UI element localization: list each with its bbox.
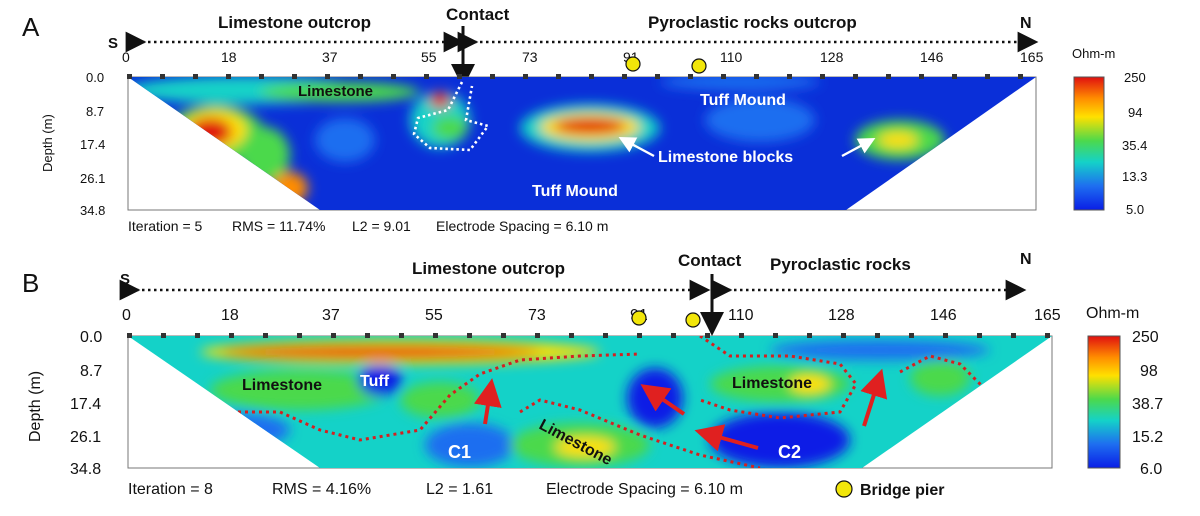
- panel-b-letter: B: [22, 268, 39, 298]
- panel-a-letter: A: [22, 12, 40, 42]
- panel-a-left-outcrop-label: Limestone outcrop: [218, 13, 371, 32]
- panel-b-x-tick: 110: [728, 307, 754, 324]
- panel-b-c2-label: C2: [778, 442, 801, 462]
- bridge-pier-marker: [626, 57, 640, 71]
- panel-a-x-tick: 146: [920, 49, 944, 65]
- panel-b-colorbar-title: Ohm-m: [1086, 305, 1139, 322]
- panel-b-colorbar-tick: 250: [1132, 329, 1159, 346]
- panel-b-colorbar-tick: 98: [1140, 363, 1158, 380]
- panel-a-colorbar-tick: 250: [1124, 70, 1146, 85]
- panel-b-colorbar-tick: 6.0: [1140, 461, 1162, 478]
- panel-a-colorbar-tick: 94: [1128, 105, 1142, 120]
- panel-a-rms: RMS = 11.74%: [232, 218, 326, 234]
- panel-b-colorbar-tick: 38.7: [1132, 396, 1163, 413]
- panel-b-north-label: N: [1020, 251, 1032, 268]
- panel-a-colorbar-tick: 35.4: [1122, 138, 1147, 153]
- panel-b-y-axis: 0.0 8.7 17.4 26.1 34.8 Depth (m): [27, 329, 102, 478]
- panel-a-x-tick: 18: [221, 49, 237, 65]
- panel-a-y-label: Depth (m): [40, 114, 55, 172]
- panel-a-l2: L2 = 9.01: [352, 218, 411, 234]
- panel-a-x-tick: 110: [720, 49, 743, 65]
- panel-a-y-tick: 17.4: [80, 137, 105, 152]
- bridge-pier-marker: [692, 59, 706, 73]
- panel-b-y-tick: 0.0: [80, 329, 102, 346]
- panel-a-colorbar-title: Ohm-m: [1072, 46, 1115, 61]
- panel-b-y-label: Depth (m): [27, 371, 44, 442]
- panel-a-limestone-blocks-label: Limestone blocks: [658, 149, 793, 166]
- panel-b-limestone-right-label: Limestone: [732, 375, 812, 392]
- panel-a-y-tick: 8.7: [86, 104, 104, 119]
- panel-a-colorbar-tick: 13.3: [1122, 169, 1147, 184]
- panel-b-y-tick: 34.8: [70, 461, 101, 478]
- panel-a-tuff-mound-bottom-label: Tuff Mound: [532, 183, 618, 200]
- panel-a-electrode-spacing: Electrode Spacing = 6.10 m: [436, 218, 608, 234]
- panel-a-x-tick: 73: [522, 49, 538, 65]
- panel-b-rms: RMS = 4.16%: [272, 481, 371, 498]
- panel-a-tuff-mound-top-label: Tuff Mound: [700, 92, 786, 109]
- panel-a-stats: Iteration = 5 RMS = 11.74% L2 = 9.01 Ele…: [128, 218, 608, 234]
- panel-a-y-tick: 34.8: [80, 203, 105, 218]
- panel-a: A S N Limestone outcrop Contact Pyroclas…: [22, 5, 1147, 234]
- panel-b-x-tick: 73: [528, 307, 546, 324]
- panel-a-x-tick: 165: [1020, 49, 1044, 65]
- panel-b-left-outcrop-label: Limestone outcrop: [412, 259, 565, 278]
- bridge-pier-marker: [686, 313, 700, 327]
- panel-b-south-label: S: [120, 271, 130, 288]
- panel-b-electrode-spacing: Electrode Spacing = 6.10 m: [546, 481, 743, 498]
- panel-a-y-tick: 26.1: [80, 171, 105, 186]
- panel-b-x-tick: 0: [122, 307, 131, 324]
- panel-b-l2: L2 = 1.61: [426, 481, 493, 498]
- panel-a-x-tick: 0: [122, 49, 130, 65]
- panel-b-right-outcrop-label: Pyroclastic rocks: [770, 255, 911, 274]
- panel-b-x-tick: 55: [425, 307, 443, 324]
- panel-a-y-tick: 0.0: [86, 70, 104, 85]
- panel-b-colorbar-tick: 15.2: [1132, 429, 1163, 446]
- panel-a-iteration: Iteration = 5: [128, 218, 203, 234]
- panel-a-right-outcrop-label: Pyroclastic rocks outcrop: [648, 13, 857, 32]
- panel-a-colorbar-tick: 5.0: [1126, 202, 1144, 217]
- bridge-pier-legend-label: Bridge pier: [860, 482, 944, 499]
- bridge-pier-marker: [632, 311, 646, 325]
- panel-a-x-tick: 55: [421, 49, 437, 65]
- panel-b-limestone-left-label: Limestone: [242, 377, 322, 394]
- panel-b-x-tick: 18: [221, 307, 239, 324]
- panel-b-x-tick: 165: [1034, 307, 1061, 324]
- panel-a-y-axis: 0.0 8.7 17.4 26.1 34.8 Depth (m): [40, 70, 105, 218]
- panel-a-x-tick: 37: [322, 49, 338, 65]
- panel-b-y-tick: 26.1: [70, 429, 101, 446]
- panel-b-y-tick: 8.7: [80, 363, 102, 380]
- panel-b-iteration: Iteration = 8: [128, 481, 213, 498]
- panel-b-x-tick: 128: [828, 307, 855, 324]
- bridge-pier-legend-marker: [836, 481, 852, 497]
- panel-b-c1-label: C1: [448, 442, 471, 462]
- panel-a-south-label: S: [108, 35, 118, 52]
- panel-a-x-axis: 0 18 37 55 73 91 110 128 146 165: [122, 49, 1044, 65]
- panel-b-contact-label: Contact: [678, 251, 742, 270]
- panel-b-x-axis: 0 18 37 55 73 91 110 128 146 165: [122, 307, 1061, 324]
- panel-a-colorbar: Ohm-m 250 94 35.4 13.3 5.0: [1072, 46, 1147, 217]
- bridge-pier-legend: Bridge pier: [836, 481, 944, 499]
- panel-b: B S N Limestone outcrop Contact Pyroclas…: [22, 251, 1163, 499]
- panel-a-north-label: N: [1020, 15, 1032, 32]
- panel-a-x-tick: 128: [820, 49, 844, 65]
- panel-a-limestone-label: Limestone: [298, 83, 373, 100]
- panel-b-x-tick: 37: [322, 307, 340, 324]
- panel-b-colorbar: Ohm-m 250 98 38.7 15.2 6.0: [1086, 305, 1163, 478]
- panel-b-x-tick: 146: [930, 307, 957, 324]
- panel-b-stats: Iteration = 8 RMS = 4.16% L2 = 1.61 Elec…: [128, 481, 743, 498]
- panel-b-tuff-label: Tuff: [360, 373, 390, 390]
- panel-a-contact-label: Contact: [446, 5, 510, 24]
- panel-b-y-tick: 17.4: [70, 396, 101, 413]
